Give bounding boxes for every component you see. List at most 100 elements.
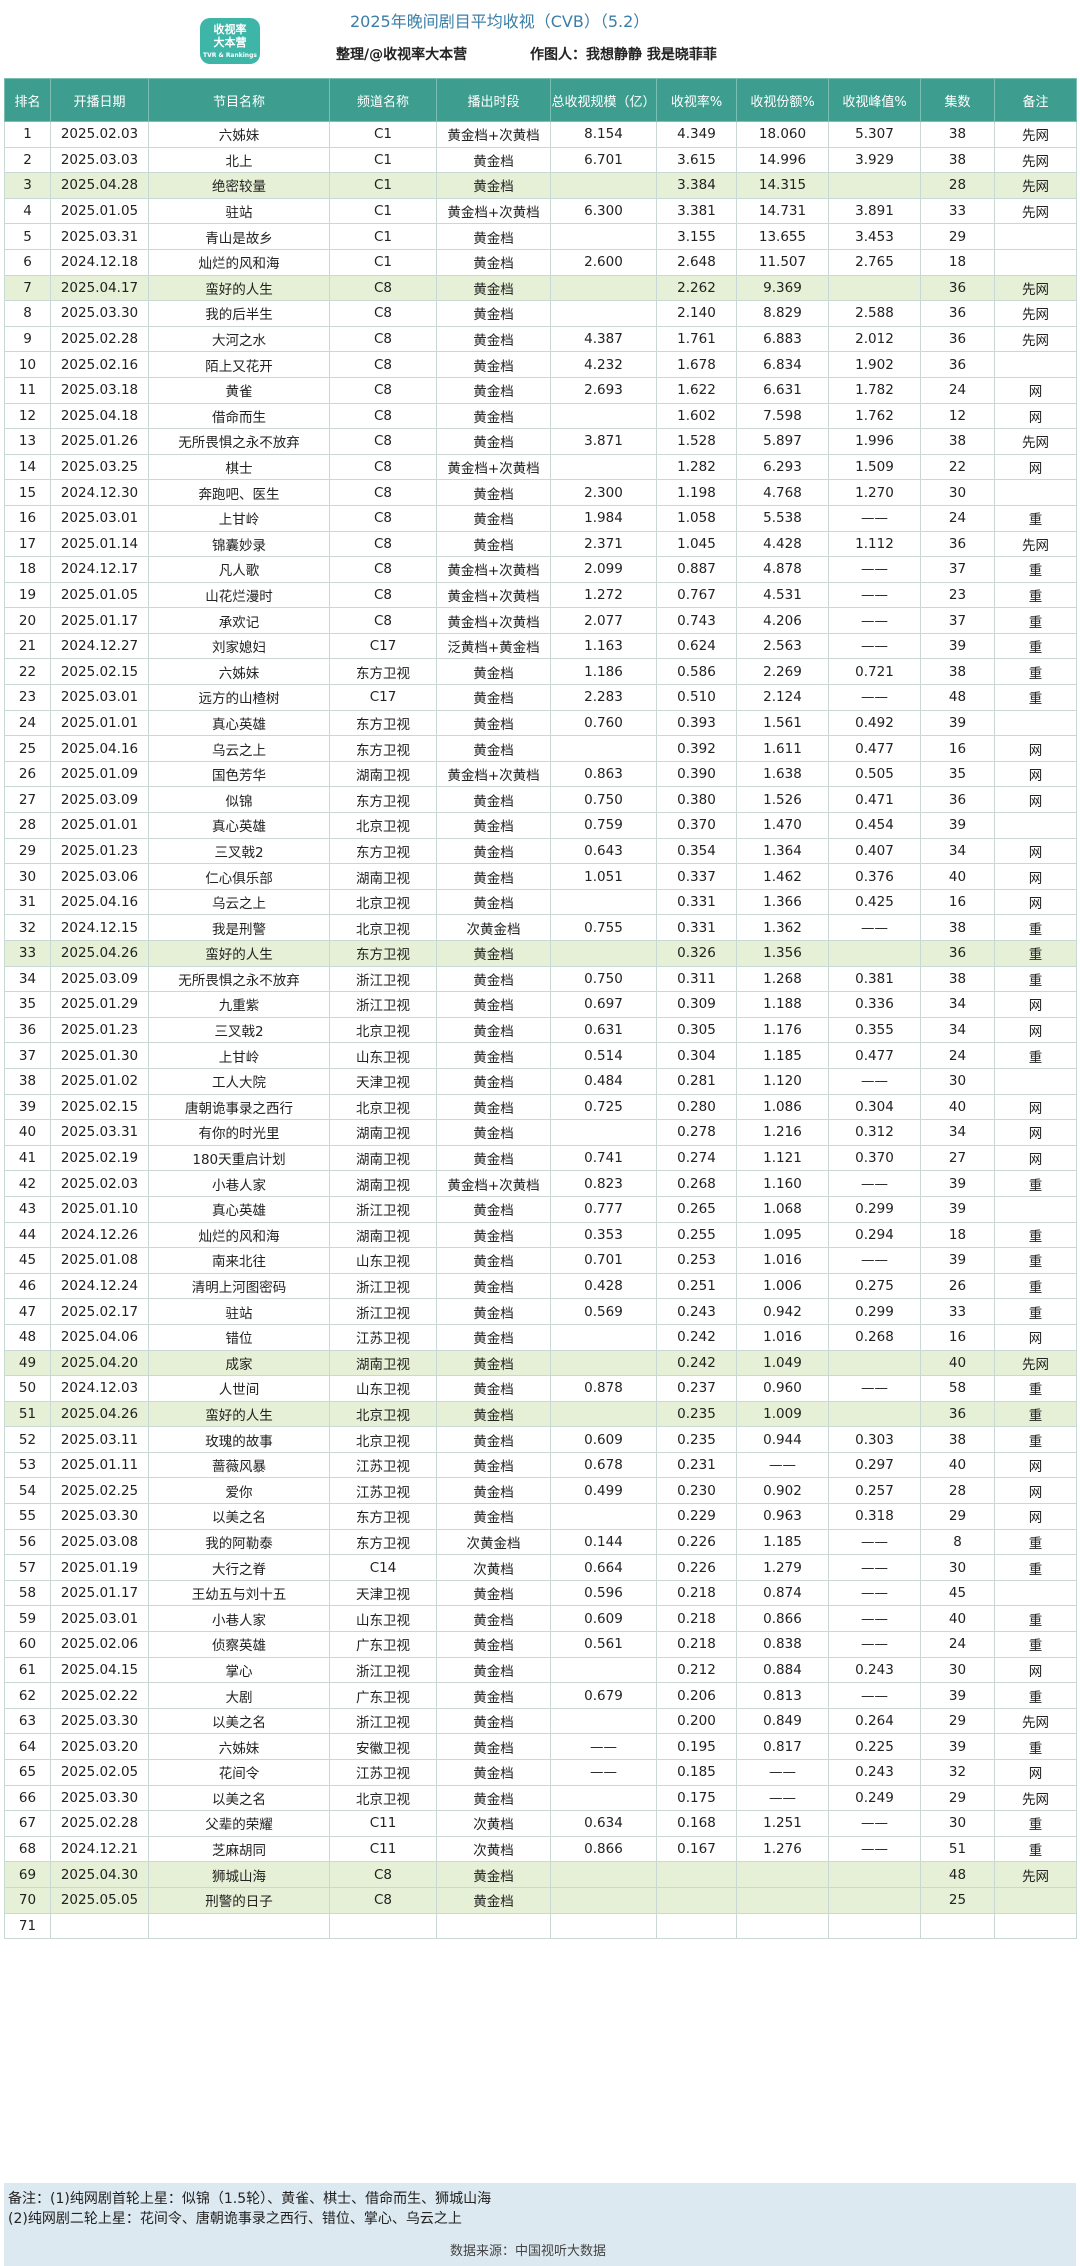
table-cell [828,172,921,199]
table-cell [994,351,1077,378]
table-cell: 24 [920,504,995,532]
table-cell: 180天重启计划 [148,1144,330,1172]
table-cell: 我的后半生 [148,300,330,327]
table-cell: 1.364 [736,837,829,865]
table-cell: 黄金档 [436,1784,551,1812]
table-cell: 黄金档 [436,300,551,327]
table-cell: C1 [329,121,437,148]
table-cell: 重 [994,1400,1077,1428]
table-cell: 37 [920,556,995,583]
table-cell: 黄金档 [436,1144,551,1172]
table-cell: 22 [920,453,995,481]
table-row: 36 2025.01.23 三叉戟2 北京卫视 黄金档 0.631 0.305 1.176 0.… [4,1016,1077,1044]
table-cell: 36 [920,530,995,558]
logo-text-1: 收视率 [213,23,247,36]
table-cell: 0.235 [656,1400,737,1428]
table-cell: 先网 [994,172,1077,199]
table-cell: 黄金档 [436,1221,551,1249]
table-cell: 黄金档 [436,658,551,686]
table-row: 26 2025.01.09 国色芳华 湖南卫视 黄金档+次黄档 0.863 0.390 1.6… [4,760,1077,788]
table-cell: 2025.03.01 [50,504,149,532]
table-cell: 网 [994,1144,1077,1172]
table-cell: 0.569 [550,1298,657,1325]
table-cell: 黄金档 [436,1195,551,1223]
table-cell: 灿烂的风和海 [148,248,330,276]
table-cell: 1.462 [736,863,829,890]
table-cell: 网 [994,1656,1077,1684]
table-cell: 7 [4,274,51,302]
table-cell: 29 [920,1707,995,1735]
table-row: 7 2025.04.17 蛮好的人生 C8 黄金档 2.262 9.369 36 先网 [4,274,1077,302]
table-cell: 66 [4,1784,51,1812]
table-cell: 0.249 [828,1784,921,1812]
table-cell: 0.471 [828,786,921,814]
column-header: 集数 [920,78,995,122]
table-row: 69 2025.04.30 狮城山海 C8 黄金档 48 先网 [4,1861,1077,1888]
table-cell [550,1323,657,1351]
table-cell: 41 [4,1144,51,1172]
table-cell: —— [828,1835,921,1863]
table-cell [828,1349,921,1377]
table-cell: 网 [994,402,1077,430]
table-cell: 57 [4,1554,51,1581]
table-row: 56 2025.03.08 我的阿勒泰 东方卫视 次黄金档 0.144 0.226 1.185… [4,1528,1077,1556]
table-cell: 22 [4,658,51,686]
table-row: 55 2025.03.30 以美之名 东方卫视 黄金档 0.229 0.963 0.318 29… [4,1503,1077,1530]
table-cell [828,274,921,302]
table-cell: 0.226 [656,1528,737,1556]
table-cell: 23 [920,581,995,609]
table-cell [994,1067,1077,1095]
table-cell: 38 [920,146,995,174]
table-cell: 1.984 [550,504,657,532]
table-cell: 0.251 [656,1272,737,1300]
table-row: 43 2025.01.10 真心英雄 浙江卫视 黄金档 0.777 0.265 1.068 0.… [4,1195,1077,1223]
table-cell: 0.866 [550,1835,657,1863]
table-cell: 0.304 [828,1093,921,1121]
table-cell: 黄金档+次黄档 [436,121,551,148]
table-cell: 0.312 [828,1119,921,1146]
table-cell: 0.265 [656,1195,737,1223]
table-cell: 0.963 [736,1503,829,1530]
table-cell: 0.813 [736,1682,829,1709]
table-cell: 36 [920,351,995,378]
table-cell: 8.154 [550,121,657,148]
table-row: 22 2025.02.15 六姊妹 东方卫视 黄金档 1.186 0.586 2.269 0.7… [4,658,1077,686]
table-cell: 湖南卫视 [329,760,437,788]
table-cell: 山东卫视 [329,1375,437,1402]
table-cell: 重 [994,556,1077,583]
table-cell: 黄金档 [436,172,551,199]
table-cell: 北京卫视 [329,1093,437,1121]
table-cell: 江苏卫视 [329,1759,437,1786]
table-cell: 47 [4,1298,51,1325]
table-cell: 34 [920,837,995,865]
table-cell: 2025.04.16 [50,735,149,762]
table-cell: 1.762 [828,402,921,430]
table-cell: 2025.04.30 [50,1861,149,1888]
table-cell: 黄金档+次黄档 [436,1170,551,1197]
table-cell [550,1119,657,1146]
table-cell: C8 [329,530,437,558]
table-row: 68 2024.12.21 芝麻胡同 C11 次黄档 0.866 0.167 1.276 —— 5… [4,1835,1077,1863]
table-cell: 1.902 [828,351,921,378]
table-cell [329,1912,437,1940]
table-cell: —— [828,1605,921,1633]
table-cell: 36 [920,274,995,302]
table-cell: 重 [994,1528,1077,1556]
table-cell: 36 [920,940,995,967]
column-header: 备注 [994,78,1077,122]
table-row: 23 2025.03.01 远方的山楂树 C17 黄金档 2.283 0.510 2.124—… [4,684,1077,711]
table-cell: 黄金档 [436,991,551,1018]
table-cell: 网 [994,760,1077,788]
table-row: 37 2025.01.30 上甘岭 山东卫视 黄金档 0.514 0.304 1.185 0.4… [4,1042,1077,1069]
table-cell: 0.229 [656,1503,737,1530]
table-cell: 黄金档 [436,888,551,916]
table-row: 2 2025.03.03 北上 C1 黄金档 6.701 3.615 14.996 3.929 3… [4,146,1077,174]
table-cell: 奔跑吧、医生 [148,479,330,506]
table-row: 41 2025.02.19 180天重启计划 湖南卫视 黄金档 0.741 0.274 1.1… [4,1144,1077,1172]
table-cell: 1.602 [656,402,737,430]
table-cell [550,1861,657,1888]
table-cell [550,1503,657,1530]
table-cell: 4.531 [736,581,829,609]
table-cell: 广东卫视 [329,1682,437,1709]
ratings-table: 排名 开播日期 节目名称 频道名称 播出时段 总收视规模（亿） 收视率% 收视份额% 收视峰值%… [4,78,1077,1940]
